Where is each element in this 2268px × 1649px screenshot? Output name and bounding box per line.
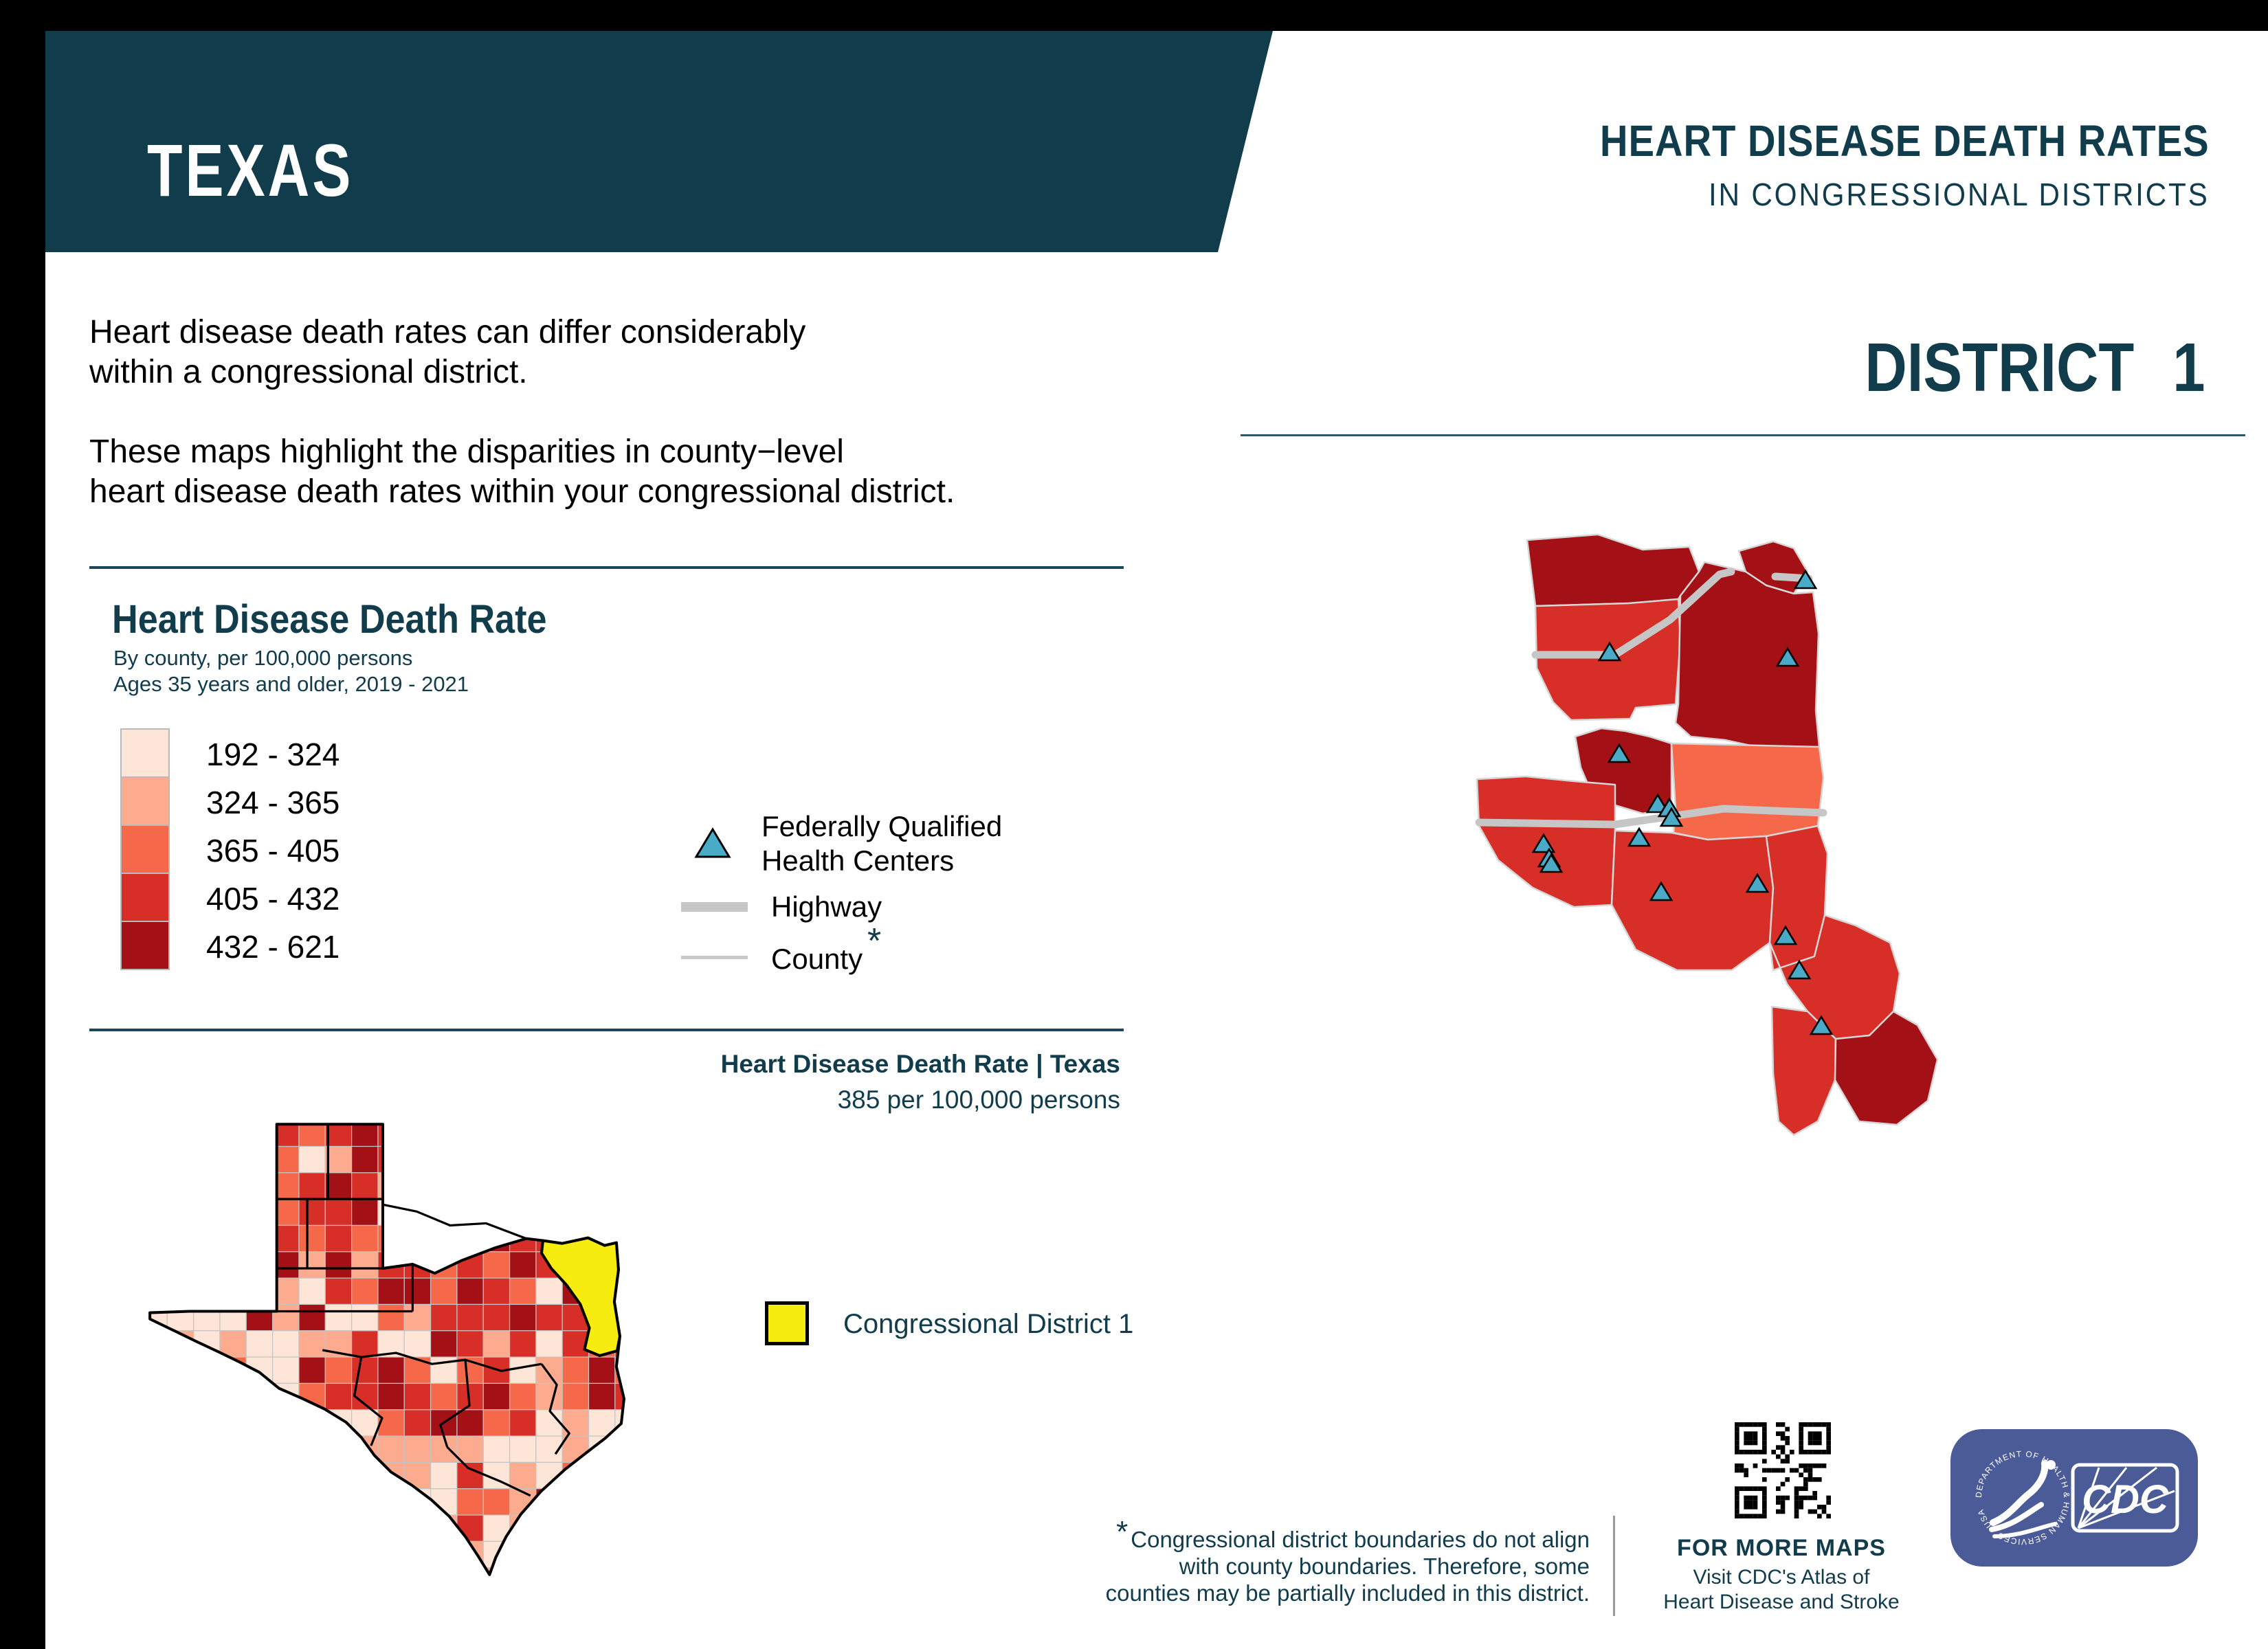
county-footnote-marker: * [867,921,882,961]
district-title-underline [1241,434,2245,436]
state-summary-title: Heart Disease Death Rate | Texas [720,1050,1120,1078]
county-label: County [771,943,863,975]
more-maps-block: FOR MORE MAPS Visit CDC's Atlas of Heart… [1644,1535,1919,1614]
state-name: TEXAS [147,128,354,212]
texas-state-map [148,1123,625,1576]
fqhc-triangle-icon [694,827,731,858]
hhs-cdc-logo: DEPARTMENT OF HEALTH & HUMAN SERVICES · … [1950,1429,2198,1567]
legend-range-3: 365 - 405 [206,833,340,868]
footer-divider [1613,1516,1615,1616]
more-maps-title: FOR MORE MAPS [1677,1535,1886,1561]
header-band: TEXAS [45,31,1273,252]
texas-map-district1-highlight [540,1236,621,1358]
legend-subtitle-1: By county, per 100,000 persons [113,646,413,670]
highway-line-sample [681,902,748,912]
state-summary: Heart Disease Death Rate | Texas 385 per… [721,1050,1120,1114]
district-title: DISTRICT 1 [1864,329,2205,406]
legend-range-1: 192 - 324 [206,737,340,772]
legend-swatch-1 [120,728,170,778]
page-title: HEART DISEASE DEATH RATES [1600,116,2210,166]
state-summary-value: 385 per 100,000 persons [837,1086,1120,1114]
frame-left-bar [0,0,45,1649]
page-subtitle: IN CONGRESSIONAL DISTRICTS [1709,177,2210,212]
legend-title: Heart Disease Death Rate [112,597,547,642]
legend-range-5: 432 - 621 [206,929,340,965]
legend-swatch-2 [120,776,170,826]
footnote-marker: * [1116,1515,1129,1549]
hhs-eagle-icon [1989,1460,2057,1538]
cdc-logo-text: CDC [2082,1477,2169,1522]
district1-legend-label: Congressional District 1 [843,1309,1134,1339]
fqhc-label: Federally Qualified Health Centers [761,810,1003,877]
legend-swatch-4 [120,873,170,922]
intro-text: Heart disease death rates can differ con… [89,313,1161,552]
legend-range-2: 324 - 365 [206,785,340,820]
hhs-eagle-head [2046,1460,2056,1470]
texas-district-boundaries [276,1124,570,1497]
frame-top-bar [0,0,2268,31]
footnote: * Congressional district boundaries do no… [1105,1515,1590,1606]
district1-counties [1476,533,1939,1136]
cdc-box: CDC [2071,1463,2179,1533]
district1-legend-swatch [765,1301,809,1345]
legend-swatch-3 [120,824,170,874]
legend-color-ramp [120,728,170,970]
divider-top [89,566,1124,569]
county-line-sample [681,956,748,959]
legend-subtitle-2: Ages 35 years and older, 2019 - 2021 [113,672,469,696]
qr-code [1735,1422,1831,1518]
legend-range-4: 405 - 432 [206,881,340,917]
legend-swatch-5 [120,921,170,970]
intro-paragraph-2: These maps highlight the disparities in … [89,434,955,510]
header-right: HEART DISEASE DEATH RATES IN CONGRESSION… [1517,115,2210,213]
divider-middle [89,1029,1124,1031]
intro-paragraph-1: Heart disease death rates can differ con… [89,314,806,390]
district1-map [1475,533,1939,1136]
highway-label: Highway [771,890,882,923]
